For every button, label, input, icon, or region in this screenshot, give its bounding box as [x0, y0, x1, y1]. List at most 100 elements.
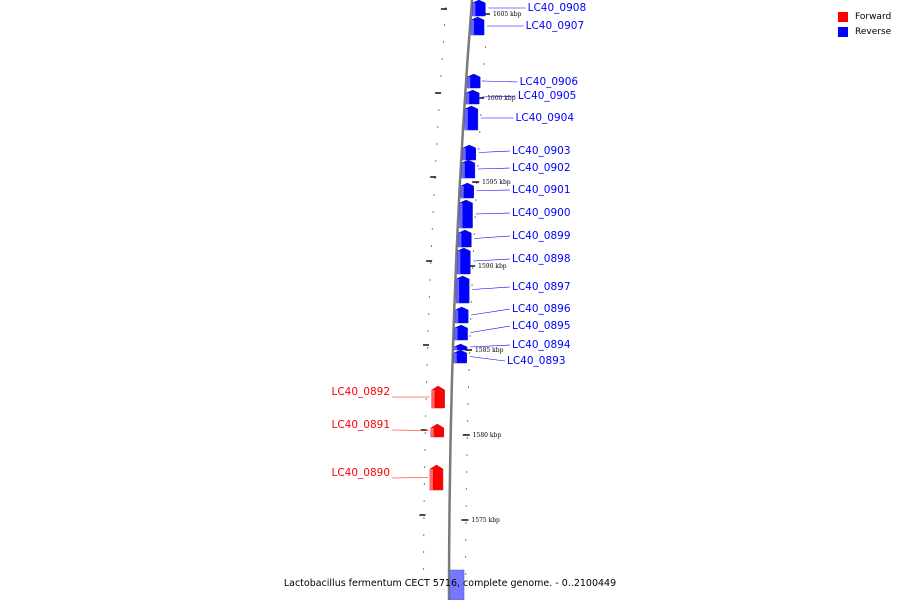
gene-leader	[391, 429, 429, 431]
gene-shade	[454, 328, 458, 340]
gene-LC40_0896: LC40_0896	[454, 303, 571, 324]
gene-shade	[460, 186, 464, 198]
gene-shade	[431, 390, 435, 408]
gene-label: LC40_0891	[331, 419, 390, 431]
gene-LC40_0890: LC40_0890	[331, 464, 444, 491]
gene-arrow	[454, 306, 469, 324]
gene-LC40_0901: LC40_0901	[460, 182, 571, 199]
gene-shade	[456, 279, 460, 303]
gene-LC40_0898: LC40_0898	[457, 247, 571, 275]
gene-LC40_0906: LC40_0906	[466, 73, 579, 89]
gene-LC40_0900: LC40_0900	[459, 199, 571, 229]
gene-shade	[461, 163, 465, 178]
gene-LC40_0897: LC40_0897	[455, 275, 571, 304]
gene-leader	[391, 477, 428, 479]
reverse-swatch	[838, 26, 848, 37]
gene-shade	[472, 3, 476, 16]
gene-label: LC40_0899	[512, 230, 571, 242]
gene-leader	[471, 308, 511, 316]
gene-LC40_0891: LC40_0891	[331, 419, 445, 438]
gene-label: LC40_0893	[507, 355, 566, 367]
kbp-label: 1605 kbp	[493, 11, 522, 18]
gene-label: LC40_0896	[512, 303, 571, 315]
gene-LC40_0902: LC40_0902	[461, 159, 571, 179]
gene-label: LC40_0907	[526, 20, 585, 32]
gene-leader	[483, 80, 518, 83]
gene-leader	[475, 212, 511, 215]
bottom-feature	[449, 569, 465, 600]
gene-leader	[482, 95, 516, 98]
gene-features: LC40_0908 LC40_0907 LC40_0906 LC40_0905 LC40…	[331, 0, 586, 491]
gene-shade	[454, 347, 458, 350]
gene-leader	[469, 356, 506, 362]
tick-marks	[423, 7, 486, 575]
legend: Forward Reverse	[838, 9, 891, 39]
gene-label: LC40_0897	[512, 281, 571, 293]
gene-arrow	[453, 343, 468, 351]
gene-label: LC40_0894	[512, 339, 571, 351]
gene-LC40_0893: LC40_0893	[453, 349, 566, 367]
gene-arrow	[453, 349, 468, 364]
gene-shade	[430, 428, 434, 437]
legend-reverse-label: Reverse	[855, 26, 892, 37]
kbp-label: 1595 kbp	[482, 179, 511, 186]
kbp-label: 1600 kbp	[487, 95, 516, 102]
gene-LC40_0894: LC40_0894	[453, 339, 571, 351]
gene-LC40_0905: LC40_0905	[465, 89, 577, 105]
gene-shade	[466, 93, 470, 104]
gene-label: LC40_0895	[512, 320, 571, 332]
gene-shade	[471, 20, 475, 35]
genome-caption: Lactobacillus fermentum CECT 5716, compl…	[283, 578, 617, 589]
gene-shade	[462, 148, 466, 160]
gene-arrow	[461, 159, 476, 179]
gene-label: LC40_0904	[516, 112, 575, 124]
gene-shade	[429, 469, 433, 490]
gene-label: LC40_0892	[331, 386, 390, 398]
gene-label: LC40_0903	[512, 145, 571, 157]
gene-label: LC40_0900	[512, 207, 571, 219]
gene-arrow	[457, 247, 471, 275]
gene-label: LC40_0905	[518, 90, 577, 102]
genome-backbone	[447, 0, 474, 600]
kbp-markers: 1605 kbp 1600 kbp 1595 kbp 1590 kbp 1585 kbp…	[419, 8, 522, 524]
kbp-label: 1580 kbp	[473, 432, 502, 439]
gene-arrow	[458, 229, 472, 248]
legend-forward-label: Forward	[855, 11, 892, 22]
gene-label: LC40_0898	[512, 253, 571, 265]
legend-forward: Forward	[838, 9, 891, 24]
gene-LC40_0903: LC40_0903	[462, 144, 571, 161]
gene-leader	[477, 167, 511, 170]
gene-shade	[453, 353, 457, 363]
gene-label: LC40_0902	[512, 162, 571, 174]
gene-leader	[470, 325, 511, 333]
gene-shade	[467, 77, 471, 88]
kbp-label: 1585 kbp	[475, 347, 504, 354]
legend-reverse: Reverse	[838, 24, 891, 39]
gene-LC40_0908: LC40_0908	[472, 0, 586, 17]
gene-leader	[470, 344, 511, 348]
gene-shade	[464, 109, 468, 130]
gene-arrow	[465, 89, 480, 105]
gene-label: LC40_0906	[520, 76, 579, 88]
gene-LC40_0895: LC40_0895	[454, 320, 571, 341]
gene-arrow	[462, 144, 477, 161]
gene-leader	[476, 189, 511, 191]
gene-LC40_0892: LC40_0892	[331, 385, 445, 409]
forward-swatch	[838, 11, 848, 22]
gene-shade	[459, 203, 463, 228]
gene-arrow	[466, 73, 481, 89]
gene-shade	[455, 310, 459, 323]
gene-arrow	[459, 199, 473, 229]
kbp-label: 1590 kbp	[478, 263, 507, 270]
gene-LC40_0907: LC40_0907	[470, 16, 585, 36]
gene-leader	[474, 235, 511, 239]
gene-leader	[478, 150, 511, 153]
gene-shade	[458, 233, 462, 247]
gene-LC40_0904: LC40_0904	[464, 105, 575, 131]
gene-leader	[473, 258, 511, 262]
gene-leader	[472, 286, 511, 290]
gene-shade	[457, 251, 461, 274]
gene-label: LC40_0901	[512, 184, 571, 196]
gene-label: LC40_0890	[331, 467, 390, 479]
